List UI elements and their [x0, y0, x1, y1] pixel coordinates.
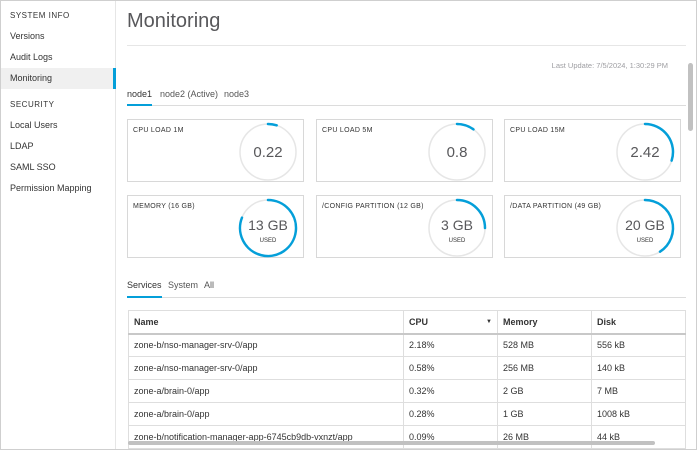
cpu-load-1m-gauge — [239, 122, 297, 181]
metric-card-label: CPU LOAD 1M — [133, 127, 184, 134]
metric-value: 0.22 — [253, 144, 283, 161]
metric-card-memory: MEMORY (16 GB) 13 GB USED — [127, 195, 304, 258]
cell-name: zone-b/nso-manager-srv-0/app — [128, 333, 404, 357]
cell-name: zone-a/brain-0/app — [128, 379, 404, 403]
metric-card-config-partition: /CONFIG PARTITION (12 GB) 3 GB USED — [316, 195, 493, 258]
sidebar: SYSTEM INFO Versions Audit Logs Monitori… — [1, 1, 116, 449]
horizontal-scrollbar-thumb[interactable] — [128, 441, 655, 445]
table-row[interactable]: zone-b/notification-manager-app-6745cb9d… — [128, 425, 686, 449]
gauge-arc — [643, 198, 675, 253]
cell-name: zone-a/nso-manager-srv-0/app — [128, 356, 404, 380]
sidebar-item-saml-sso[interactable]: SAML SSO — [10, 162, 56, 172]
vertical-scrollbar[interactable] — [688, 63, 693, 443]
tab-system[interactable]: System — [168, 280, 199, 290]
cell-cpu: 0.09% — [403, 425, 498, 449]
metric-card-cpu-load-5m: CPU LOAD 5M 0.8 — [316, 119, 493, 182]
cell-name: zone-a/brain-0/app — [128, 402, 404, 426]
cell-cpu: 0.32% — [403, 379, 498, 403]
page-title: Monitoring — [127, 10, 221, 32]
main-content: Monitoring Last Update: 7/5/2024, 1:30:2… — [116, 1, 688, 449]
cell-memory: 256 MB — [497, 356, 592, 380]
table-row[interactable]: zone-a/brain-0/app 0.28% 1 GB 1008 kB — [128, 402, 686, 426]
metric-card-cpu-load-15m: CPU LOAD 15M 2.42 — [504, 119, 681, 182]
last-update-timestamp: Last Update: 7/5/2024, 1:30:29 PM — [551, 61, 668, 70]
memory-gauge — [238, 198, 298, 258]
cell-memory: 2 GB — [497, 379, 592, 403]
metric-value: 2.42 — [630, 144, 660, 161]
metric-value: 0.8 — [446, 144, 468, 161]
tab-node1[interactable]: node1 — [127, 89, 153, 106]
metric-card-label: CPU LOAD 15M — [510, 127, 565, 134]
cell-disk: 140 kB — [591, 356, 686, 380]
cell-memory: 528 MB — [497, 333, 592, 357]
column-header-cpu[interactable]: CPU ▼ — [403, 310, 498, 335]
vertical-scrollbar-thumb[interactable] — [688, 63, 693, 131]
cpu-load-15m-gauge — [616, 122, 675, 181]
services-table: Name CPU ▼ Memory Disk zone-b/nso-manager… — [128, 310, 686, 449]
cpu-load-5m-gauge — [428, 122, 486, 181]
cell-disk: 1008 kB — [591, 402, 686, 426]
sidebar-heading-system-info: SYSTEM INFO — [10, 11, 70, 20]
data-partition-gauge — [616, 198, 675, 257]
metric-card-data-partition: /DATA PARTITION (49 GB) 20 GB USED — [504, 195, 681, 258]
sidebar-heading-security: SECURITY — [10, 100, 55, 109]
cell-cpu: 0.28% — [403, 402, 498, 426]
cell-cpu: 0.58% — [403, 356, 498, 380]
sidebar-item-monitoring[interactable]: Monitoring — [1, 68, 116, 89]
sidebar-item-local-users[interactable]: Local Users — [10, 120, 58, 130]
cell-cpu: 2.18% — [403, 333, 498, 357]
used-label: USED — [636, 238, 654, 244]
gauge-arc — [643, 122, 675, 162]
metric-card-label: /DATA PARTITION (49 GB) — [510, 203, 602, 210]
gauge-arc — [266, 122, 278, 127]
column-header-memory[interactable]: Memory — [497, 310, 592, 335]
table-header-row: Name CPU ▼ Memory Disk — [128, 310, 686, 335]
table-row[interactable]: zone-b/nso-manager-srv-0/app 2.18% 528 M… — [128, 333, 686, 357]
node-tabs: node1 node2 (Active) node3 — [127, 89, 686, 106]
cell-name: zone-b/notification-manager-app-6745cb9d… — [128, 425, 404, 449]
horizontal-scrollbar[interactable] — [128, 440, 686, 446]
tab-node2[interactable]: node2 (Active) — [160, 89, 219, 99]
column-header-disk[interactable]: Disk — [591, 310, 686, 335]
tab-all[interactable]: All — [204, 280, 215, 290]
sidebar-item-permission-mapping[interactable]: Permission Mapping — [10, 183, 92, 193]
sidebar-item-ldap[interactable]: LDAP — [10, 141, 34, 151]
metric-card-cpu-load-1m: CPU LOAD 1M 0.22 — [127, 119, 304, 182]
cell-memory: 26 MB — [497, 425, 592, 449]
metric-card-label: /CONFIG PARTITION (12 GB) — [322, 203, 424, 210]
metric-value: 13 GB — [248, 217, 288, 233]
table-row[interactable]: zone-a/nso-manager-srv-0/app 0.58% 256 M… — [128, 356, 686, 380]
cell-memory: 1 GB — [497, 402, 592, 426]
gauge-arc — [455, 122, 475, 131]
service-tabs: Services System All — [127, 280, 686, 298]
column-header-label: CPU — [409, 316, 429, 327]
cell-disk: 7 MB — [591, 379, 686, 403]
cell-disk: 44 kB — [591, 425, 686, 449]
sidebar-item-versions[interactable]: Versions — [10, 31, 45, 41]
used-label: USED — [448, 238, 466, 244]
config-partition-gauge — [428, 198, 487, 257]
column-header-name[interactable]: Name — [128, 310, 404, 335]
metric-card-label: CPU LOAD 5M — [322, 127, 373, 134]
used-label: USED — [259, 238, 277, 244]
sidebar-item-audit-logs[interactable]: Audit Logs — [10, 52, 53, 62]
tab-services[interactable]: Services — [127, 280, 162, 298]
table-row[interactable]: zone-a/brain-0/app 0.32% 2 GB 7 MB — [128, 379, 686, 403]
metric-value: 20 GB — [625, 217, 665, 233]
gauge-arc — [238, 198, 298, 258]
gauge-arc — [455, 198, 487, 230]
sort-descending-icon: ▼ — [486, 318, 492, 325]
title-divider — [127, 45, 686, 46]
cell-disk: 556 kB — [591, 333, 686, 357]
metric-value: 3 GB — [441, 217, 473, 233]
tab-node3[interactable]: node3 — [224, 89, 250, 99]
metric-card-label: MEMORY (16 GB) — [133, 203, 195, 210]
